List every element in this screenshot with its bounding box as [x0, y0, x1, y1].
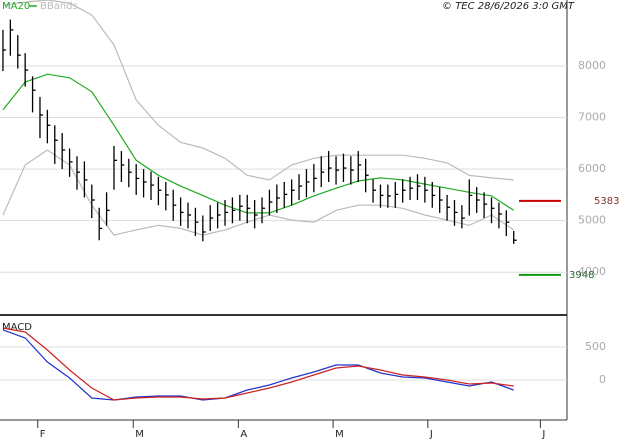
x-tick-label: F — [40, 429, 46, 440]
macd-line — [2, 327, 514, 401]
x-tick-label: J — [541, 429, 545, 440]
x-tick-label: M — [135, 429, 144, 440]
legend-label: BBands — [40, 1, 78, 12]
y-tick-label: 5000 — [578, 214, 606, 227]
y-tick-label: 0 — [599, 373, 606, 386]
panel-title: MACD — [2, 322, 32, 333]
legend-label: MA20 — [2, 1, 30, 12]
x-tick-label: A — [240, 429, 247, 440]
copyright-stamp: © TEC 28/6/2026 3:0 GMT — [442, 1, 575, 12]
y-tick-label: 4000 — [578, 265, 606, 278]
y-tick-label: 6000 — [578, 162, 606, 175]
macd-line — [2, 329, 514, 401]
level-label: 3948 — [569, 270, 594, 281]
x-tick-label: J — [429, 429, 433, 440]
level-label: 5383 — [594, 196, 619, 207]
x-tick-label: M — [335, 429, 344, 440]
y-tick-label: 8000 — [578, 59, 606, 72]
moving-average — [2, 73, 515, 214]
y-tick-label: 500 — [585, 340, 606, 353]
bollinger-lower — [2, 149, 515, 236]
y-tick-label: 7000 — [578, 111, 606, 124]
bollinger-upper — [2, 0, 514, 181]
